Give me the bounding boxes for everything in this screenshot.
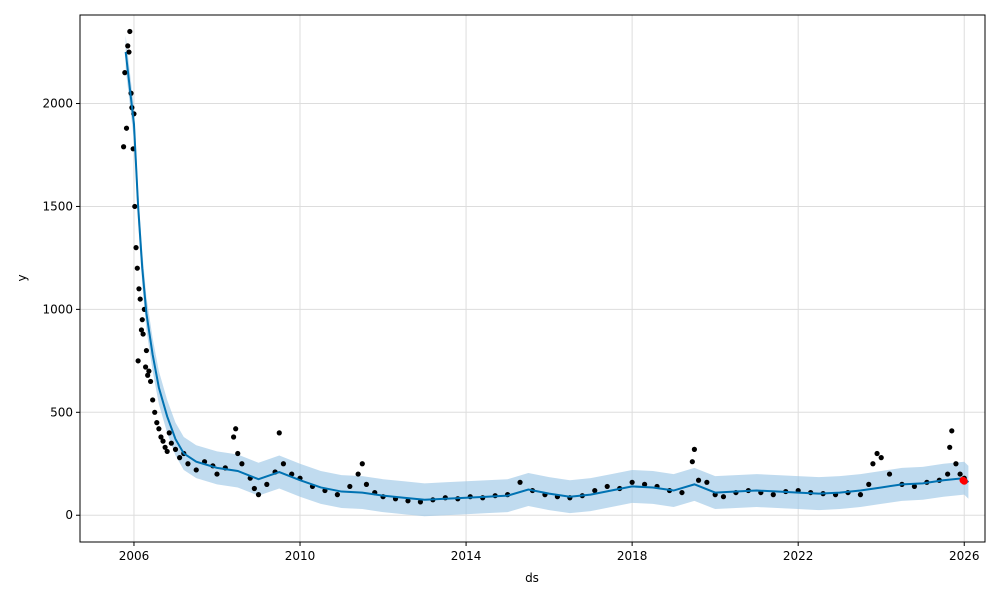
observed-point <box>679 489 685 496</box>
y-tick-label: 500 <box>50 405 73 419</box>
observed-point <box>166 430 172 436</box>
x-tick-label: 2006 <box>119 549 150 563</box>
y-tick-label: 1500 <box>42 199 73 213</box>
observed-point <box>137 296 143 302</box>
observed-point <box>146 368 152 374</box>
x-axis: 2006 2010 2014 2018 2022 2026 <box>119 542 980 563</box>
observed-point <box>405 498 411 504</box>
observed-point <box>866 481 872 487</box>
observed-point <box>172 446 179 452</box>
observed-point <box>334 492 340 498</box>
observed-point <box>417 499 424 505</box>
observed-point <box>255 492 262 498</box>
observed-point <box>136 286 142 292</box>
observed-point <box>886 471 893 477</box>
observed-point <box>158 434 164 440</box>
uncertainty-band <box>125 35 969 517</box>
x-tick-label: 2018 <box>617 549 648 563</box>
observed-point <box>143 347 150 354</box>
observed-point <box>150 397 156 403</box>
y-axis-label: y <box>15 274 29 281</box>
observed-point <box>355 471 361 477</box>
x-tick-label: 2026 <box>949 549 980 563</box>
observed-point <box>691 446 698 452</box>
x-tick-label: 2014 <box>451 549 482 563</box>
observed-point <box>231 434 237 440</box>
latest-points <box>959 476 968 485</box>
observed-point <box>251 485 257 492</box>
observed-point <box>276 430 282 436</box>
x-tick-label: 2010 <box>285 549 316 563</box>
observed-point <box>517 479 523 485</box>
observed-point <box>592 487 598 494</box>
observed-point <box>193 467 199 473</box>
observed-point <box>123 125 130 131</box>
observed-point <box>870 461 876 467</box>
observed-point <box>945 471 951 477</box>
observed-point <box>239 461 245 467</box>
observed-point <box>120 144 127 150</box>
observed-point <box>134 265 140 271</box>
forecast-line <box>124 51 970 501</box>
observed-point <box>770 492 776 498</box>
observed-point <box>695 477 702 483</box>
y-tick-label: 1000 <box>42 302 73 316</box>
x-axis-label: ds <box>525 571 539 585</box>
observed-point <box>641 481 648 487</box>
observed-point <box>629 479 635 485</box>
observed-point <box>911 483 918 490</box>
y-tick-label: 0 <box>65 508 73 522</box>
observed-point <box>185 461 191 467</box>
observed-point <box>280 461 287 467</box>
observed-point <box>704 479 710 485</box>
observed-point <box>156 426 162 432</box>
observed-point <box>122 70 128 76</box>
observed-point <box>233 426 239 432</box>
observed-point <box>125 43 131 49</box>
observed-point <box>347 483 353 490</box>
observed-point <box>135 358 141 364</box>
observed-point <box>264 481 270 487</box>
observed-point <box>177 455 183 461</box>
latest-point <box>960 477 968 485</box>
uncertainty-band-area <box>125 35 969 517</box>
observed-point <box>132 203 138 210</box>
observed-point <box>874 450 880 457</box>
observed-point <box>133 245 139 251</box>
y-axis: 0 500 1000 1500 2000 <box>42 97 80 522</box>
observed-point <box>947 444 953 450</box>
grid-lines <box>80 15 985 542</box>
observed-point <box>214 471 220 477</box>
observed-point <box>720 494 727 500</box>
observed-point <box>152 409 158 415</box>
observed-point <box>164 448 170 455</box>
observed-point <box>957 471 963 477</box>
observed-point <box>139 317 145 323</box>
x-tick-label: 2022 <box>783 549 814 563</box>
observed-point <box>126 49 132 55</box>
observed-point <box>127 28 133 35</box>
observed-point <box>359 461 365 467</box>
observed-point <box>147 378 154 385</box>
observed-point <box>604 483 610 490</box>
observed-point <box>162 444 168 450</box>
observed-point <box>138 327 145 333</box>
observed-point <box>953 461 959 467</box>
forecast-line-path <box>124 51 970 501</box>
observed-point <box>142 364 149 370</box>
observed-point <box>145 372 151 378</box>
observed-point <box>878 455 884 461</box>
plot-frame <box>79 14 986 543</box>
observed-point <box>235 450 241 457</box>
observed-point <box>160 438 166 444</box>
observed-point <box>168 440 174 446</box>
observed-point <box>363 481 370 487</box>
observed-point <box>140 331 146 337</box>
observed-point <box>689 459 695 465</box>
observed-point <box>857 492 864 498</box>
y-tick-label: 2000 <box>42 97 73 111</box>
observed-point <box>949 428 955 434</box>
observed-point <box>154 420 160 426</box>
